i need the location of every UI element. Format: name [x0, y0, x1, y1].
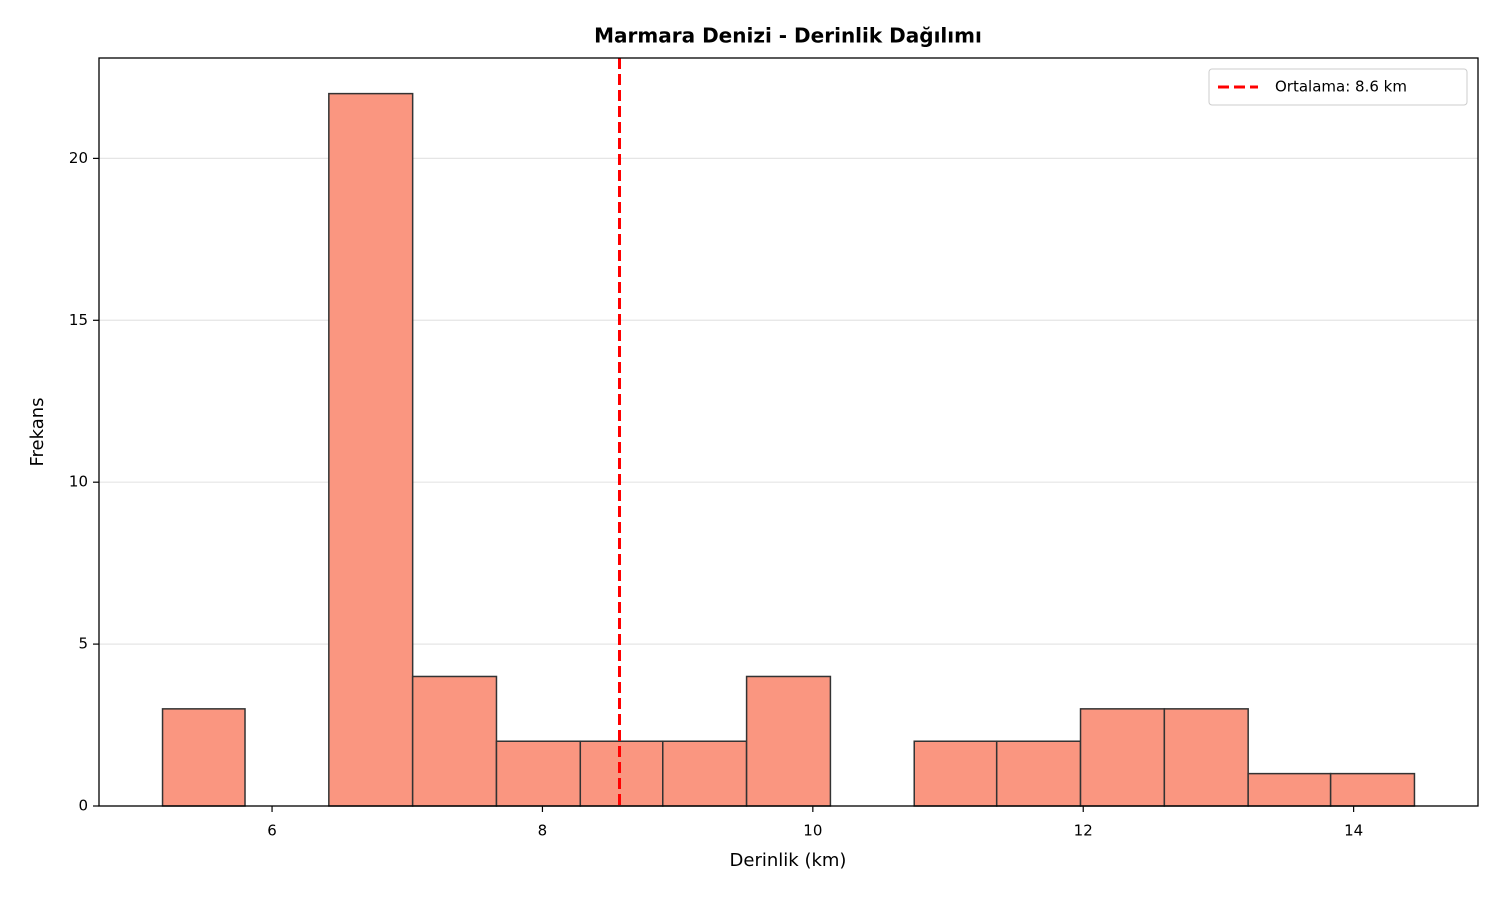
y-axis-label: Frekans: [27, 397, 48, 466]
bar: [745, 675, 832, 807]
bar: [495, 740, 582, 807]
y-tick-label: 20: [69, 149, 88, 167]
y-tick-label: 15: [69, 311, 88, 329]
legend-box: [1208, 68, 1468, 106]
plot-frame: [98, 57, 1479, 807]
x-tick-label: 14: [1344, 822, 1363, 840]
bar: [328, 92, 414, 807]
bar: [1329, 772, 1416, 807]
y-tick-label: 5: [78, 635, 88, 653]
bar: [161, 708, 246, 807]
x-tick-label: 8: [538, 822, 548, 840]
legend-label: Ortalama: 8.6 km: [1275, 78, 1407, 96]
bar: [1247, 772, 1332, 807]
bar: [1079, 708, 1166, 807]
bar: [411, 675, 498, 807]
y-tick-label: 10: [69, 473, 88, 491]
x-axis-label: Derinlik (km): [730, 850, 847, 871]
bar: [995, 740, 1082, 807]
y-tick-label: 0: [78, 797, 88, 815]
x-tick-label: 10: [803, 822, 822, 840]
bar: [579, 740, 664, 807]
bar: [662, 740, 748, 807]
x-tick-label: 12: [1074, 822, 1093, 840]
bar: [913, 740, 998, 807]
chart-title: Marmara Denizi - Derinlik Dağılımı: [594, 24, 982, 48]
x-tick-label: 6: [267, 822, 277, 840]
bar: [1163, 708, 1249, 807]
